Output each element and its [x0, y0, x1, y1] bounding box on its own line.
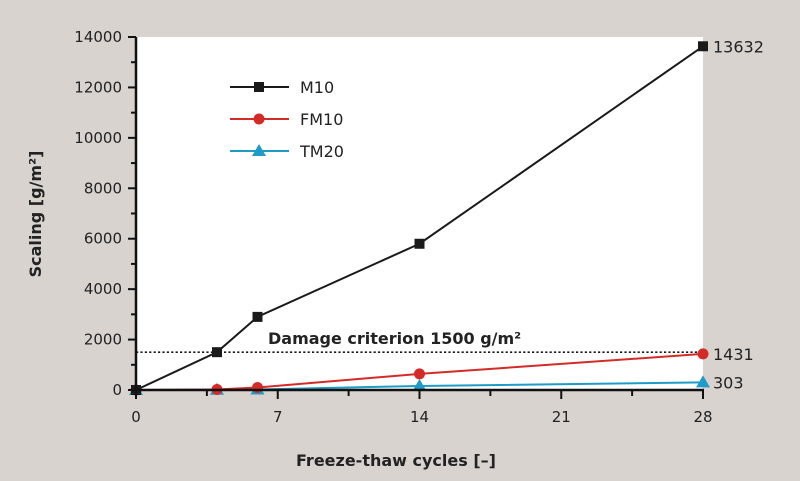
x-tick-label: 0 — [131, 408, 141, 426]
x-tick-label: 28 — [693, 408, 712, 426]
y-tick-label: 10000 — [74, 129, 122, 147]
damage-criterion-label: Damage criterion 1500 g/m² — [268, 329, 521, 348]
legend-label: M10 — [300, 78, 334, 97]
end-label-m10: 13632 — [713, 37, 764, 56]
plot-area — [136, 37, 703, 390]
legend: M10 FM10 TM20 — [230, 78, 344, 161]
y-tick-label: 2000 — [84, 331, 122, 349]
y-tick-label: 8000 — [84, 179, 122, 197]
data-point-m10 — [698, 41, 708, 52]
data-point-tm20 — [412, 378, 427, 391]
data-point-fm10 — [697, 348, 709, 360]
legend-marker — [252, 144, 266, 156]
y-tick-label: 0 — [112, 381, 122, 399]
end-label-fm10: 1431 — [713, 345, 754, 364]
series-m10: 13632 — [131, 37, 764, 395]
y-tick-label: 4000 — [84, 280, 122, 298]
y-tick-label: 14000 — [74, 28, 122, 46]
legend-marker — [253, 113, 265, 125]
x-tick-label: 14 — [410, 408, 429, 426]
data-point-fm10 — [414, 368, 425, 380]
data-point-m10 — [252, 311, 263, 322]
y-tick-label: 6000 — [84, 230, 122, 248]
data-point-m10 — [414, 238, 425, 249]
y-tick-label: 12000 — [74, 78, 122, 96]
y-axis-title: Scaling [g/m²] — [26, 151, 45, 278]
legend-label: TM20 — [299, 142, 344, 161]
legend-item-fm10: FM10 — [230, 110, 343, 129]
data-point-tm20 — [696, 375, 710, 388]
x-axis-title: Freeze-thaw cycles [–] — [296, 451, 496, 470]
data-point-m10 — [212, 347, 222, 358]
end-label-tm20: 303 — [713, 373, 744, 392]
x-tick-label: 7 — [273, 408, 283, 426]
legend-label: FM10 — [300, 110, 343, 129]
legend-item-tm20: TM20 — [230, 142, 344, 161]
legend-marker — [254, 82, 264, 92]
legend-item-m10: M10 — [230, 78, 334, 97]
x-tick-label: 21 — [552, 408, 571, 426]
data-point-fm10 — [252, 381, 263, 393]
